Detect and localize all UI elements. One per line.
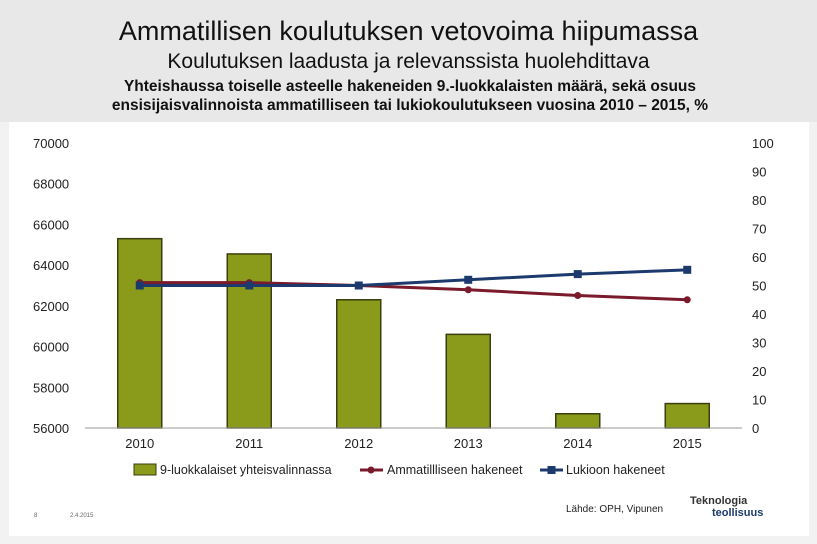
- x-axis-tick-label: 2015: [673, 436, 702, 451]
- right-axis-tick-label: 10: [752, 393, 766, 408]
- x-axis-tick-label: 2011: [235, 436, 263, 451]
- right-axis-tick-label: 50: [752, 279, 766, 294]
- legend-label-lukio: Lukioon hakeneet: [566, 463, 665, 477]
- point-lukio-2013: [464, 275, 473, 284]
- right-axis-tick-label: 20: [752, 364, 766, 379]
- legend-marker-ammatillinen: [367, 466, 375, 474]
- right-axis-tick-label: 40: [752, 307, 766, 322]
- point-lukio-2012: [354, 281, 363, 290]
- right-axis-tick-label: 90: [752, 165, 766, 180]
- right-axis-tick-label: 100: [752, 136, 774, 151]
- x-axis-tick-label: 2010: [125, 436, 154, 451]
- chart-description-line-1: Yhteishaussa toiselle asteelle hakeneide…: [123, 78, 697, 95]
- chart-description: Yhteishaussa toiselle asteelle hakeneide…: [30, 77, 790, 115]
- line-series-ammatillinen: [139, 281, 688, 302]
- right-axis-tick-label: 80: [752, 193, 766, 208]
- left-axis-tick-label: 68000: [33, 177, 69, 192]
- left-axis-tick-label: 70000: [33, 136, 69, 151]
- x-axis-tick-label: 2013: [454, 436, 483, 451]
- legend-marker-lukio: [547, 466, 556, 474]
- logo-line-1: Teknologia: [690, 495, 748, 507]
- slide-date: 2.4.2015: [70, 513, 94, 519]
- slide-header: Ammatillisen koulutuksen vetovoima hiipu…: [0, 0, 817, 122]
- slide-title: Ammatillisen koulutuksen vetovoima hiipu…: [118, 16, 699, 46]
- bar-2013: [445, 333, 491, 429]
- bar-2012: [336, 299, 382, 429]
- left-axis-tick-label: 66000: [33, 217, 69, 232]
- bar-2015: [664, 402, 710, 429]
- left-axis-tick-label: 56000: [33, 421, 69, 436]
- left-axis-tick-label: 60000: [33, 340, 69, 355]
- company-logo: Teknologia teollisuus: [690, 495, 790, 519]
- legend-label-bars: 9-luokkalaiset yhteisvalinnassa: [160, 463, 332, 477]
- slide-subtitle: Koulutuksen laadusta ja relevanssista hu…: [167, 50, 650, 73]
- logo-line-2: teollisuus: [712, 507, 764, 519]
- legend-swatch-bars: [133, 463, 157, 476]
- left-axis-tick-label: 58000: [33, 380, 69, 395]
- bar-2014: [555, 413, 601, 429]
- bar-2010: [117, 237, 163, 429]
- point-ammatillinen-2013: [464, 286, 472, 294]
- left-axis-tick-label: 64000: [33, 258, 69, 273]
- point-lukio-2011: [245, 281, 254, 290]
- right-axis-tick-label: 70: [752, 222, 766, 237]
- point-lukio-2010: [135, 281, 144, 290]
- point-ammatillinen-2014: [574, 291, 582, 299]
- left-axis-tick-label: 62000: [33, 299, 69, 314]
- legend-label-ammatillinen: Ammatillliseen hakeneet: [387, 463, 523, 477]
- right-axis-tick-label: 30: [752, 336, 766, 351]
- right-axis-tick-label: 0: [752, 421, 759, 436]
- x-axis-tick-label: 2012: [344, 436, 373, 451]
- point-lukio-2015: [683, 265, 692, 274]
- page-number: 8: [34, 513, 38, 519]
- point-lukio-2014: [573, 270, 582, 279]
- chart-description-line-2: ensisijaisvalinnoista ammatilliseen tai …: [111, 97, 709, 114]
- line-series-lukio: [139, 268, 688, 287]
- right-axis-tick-label: 60: [752, 250, 766, 265]
- source-note: Lähde: OPH, Vipunen: [566, 504, 664, 515]
- point-ammatillinen-2015: [683, 296, 691, 304]
- x-axis-tick-label: 2014: [563, 436, 592, 451]
